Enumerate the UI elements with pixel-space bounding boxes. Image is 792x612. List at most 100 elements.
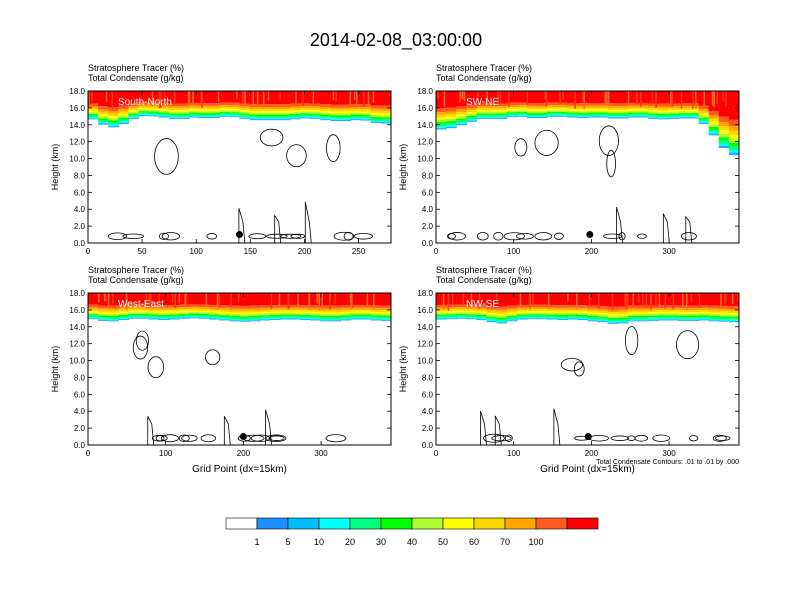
tracer-band	[279, 314, 291, 317]
tracer-band	[350, 314, 362, 317]
tracer-band	[436, 114, 447, 118]
tracer-band	[168, 293, 180, 305]
colorbar-label: 5	[285, 537, 290, 547]
tracer-streak	[278, 293, 281, 306]
plot-frame	[87, 292, 392, 446]
condensate-contour	[259, 128, 284, 147]
region-label: South-North	[118, 97, 172, 108]
tracer-band	[496, 320, 508, 323]
tracer-streak	[318, 293, 320, 311]
tracer-streak	[201, 91, 203, 108]
tracer-band	[269, 313, 281, 315]
colorbar-swatch	[442, 517, 475, 530]
tracer-band	[300, 293, 311, 306]
tracer-band	[607, 317, 619, 320]
tracer-band	[577, 309, 589, 312]
condensate-contour	[714, 435, 731, 441]
tracer-band	[728, 316, 739, 319]
tracer-band	[340, 305, 352, 309]
tracer-band	[466, 311, 477, 313]
tracer-band	[708, 118, 720, 122]
tracer-band	[708, 312, 720, 315]
tracer-streak	[640, 91, 642, 107]
tracer-band	[158, 109, 170, 111]
tracer-band	[320, 314, 331, 316]
tracer-band	[259, 114, 271, 117]
tracer-band	[658, 118, 669, 119]
tracer-band	[617, 109, 629, 112]
condensate-contour	[534, 129, 559, 156]
tracer-band	[138, 308, 150, 311]
tracer-band	[668, 315, 679, 317]
tracer-band	[118, 311, 129, 314]
tracer-band	[88, 311, 99, 313]
tracer-streak	[725, 91, 727, 107]
tracer-streak	[150, 293, 152, 308]
tracer-streak	[349, 293, 352, 303]
tracer-band	[627, 310, 639, 313]
tracer-band	[320, 305, 331, 309]
y-tick-label: 0.0	[422, 441, 434, 450]
condensate-contour	[503, 232, 525, 241]
tracer-band	[658, 316, 669, 319]
x-tick-label: 0	[86, 449, 91, 458]
tracer-band	[678, 108, 690, 110]
tracer-streak	[625, 293, 627, 309]
condensate-contour	[265, 409, 272, 445]
tracer-band	[269, 305, 281, 308]
tracer-band	[269, 316, 281, 318]
tracer-streak	[184, 293, 186, 306]
tracer-band	[158, 311, 170, 314]
tracer-band	[88, 113, 99, 116]
tracer-band	[486, 108, 498, 111]
tracer-band	[577, 305, 589, 308]
tracer-band	[446, 309, 457, 312]
tracer-band	[148, 312, 160, 315]
tracer-band	[607, 108, 619, 110]
tracer-band	[320, 293, 331, 306]
tracer-band	[718, 319, 730, 321]
condensate-contour	[685, 215, 693, 243]
tracer-band	[658, 113, 669, 116]
tracer-band	[259, 318, 271, 320]
tracer-band	[128, 313, 140, 316]
x-tick-label: 100	[507, 247, 521, 256]
tracer-band	[128, 117, 140, 119]
y-tick-label: 8.0	[422, 171, 434, 180]
tracer-band	[148, 318, 160, 320]
tracer-band	[577, 313, 589, 315]
tracer-band	[168, 317, 180, 319]
tracer-streak	[236, 91, 238, 100]
y-tick-label: 18.0	[417, 87, 433, 96]
tracer-band	[158, 313, 170, 315]
tracer-band	[516, 106, 528, 109]
tracer-band	[128, 293, 140, 305]
tracer-band	[688, 305, 700, 309]
tracer-band	[597, 105, 609, 108]
tracer-band	[118, 105, 129, 110]
tracer-band	[718, 293, 730, 306]
tracer-band	[209, 317, 220, 319]
tracer-band	[476, 305, 488, 308]
tracer-band	[638, 308, 649, 311]
tracer-band	[456, 310, 467, 313]
x-tick-label: 300	[662, 247, 676, 256]
tracer-band	[269, 114, 281, 117]
tracer-band	[607, 103, 619, 107]
tracer-band	[456, 316, 467, 318]
tracer-band	[466, 114, 477, 116]
condensate-contour	[491, 435, 512, 442]
tracer-band	[557, 114, 568, 116]
colorbar-label: 30	[376, 537, 386, 547]
tracer-band	[239, 316, 251, 318]
tracer-band	[259, 117, 271, 119]
tracer-band	[118, 314, 129, 317]
tracer-band	[678, 106, 690, 109]
tracer-band	[269, 104, 281, 108]
tracer-band	[249, 111, 261, 113]
tracer-band	[219, 311, 230, 314]
tracer-band	[330, 117, 342, 119]
tracer-band	[577, 116, 589, 118]
tracer-band	[199, 111, 210, 113]
tracer-band	[526, 105, 538, 108]
